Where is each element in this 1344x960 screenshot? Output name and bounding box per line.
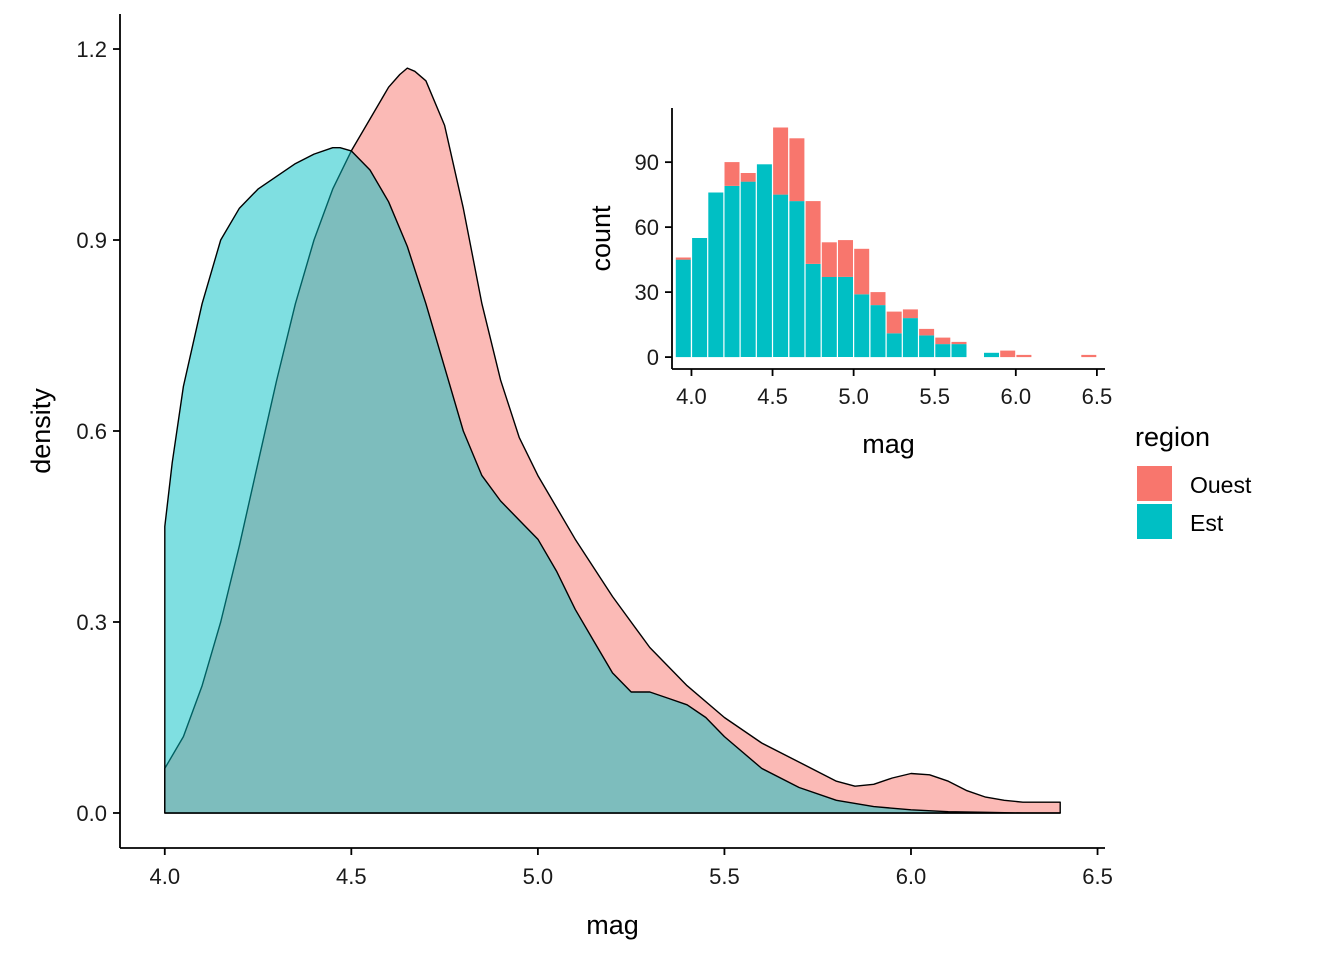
histogram-bar-est [708,192,724,358]
density-x-tick-label: 6.5 [1082,864,1113,889]
legend-swatch-ouest [1137,466,1172,501]
histogram-bar-est [773,194,789,357]
histogram-x-axis-title: mag [862,429,915,459]
density-x-tick-label: 6.0 [896,864,927,889]
density-x-axis-title: mag [586,910,639,940]
legend-label-est: Est [1190,510,1224,536]
histogram-x-tick-label: 4.0 [676,384,707,409]
histogram-y-tick-label: 0 [647,345,659,370]
histogram-y-tick-label: 30 [635,280,659,305]
histogram-bar-est [886,333,902,358]
legend-title: region [1135,422,1210,452]
histogram-bar-ouest [740,173,756,182]
legend-label-ouest: Ouest [1190,472,1252,498]
density-plot: 4.0 4.5 5.0 5.5 6.0 6.5 0.0 0.3 0.6 0.9 1.2 mag d… [26,14,1113,940]
histogram-bar-ouest [789,138,805,202]
histogram-bar-ouest [675,257,691,260]
density-y-tick-label: 0.3 [76,610,107,635]
density-y-tick-label: 0.0 [76,801,107,826]
histogram-bar-est [902,318,918,358]
legend-items: Ouest Est [1137,466,1252,539]
histogram-bar-est [789,201,805,358]
density-x-ticks: 4.0 4.5 5.0 5.5 6.0 6.5 [149,848,1113,889]
histogram-bar-ouest [902,309,918,319]
histogram-y-ticks: 0 30 60 90 [635,150,672,370]
histogram-bar-est [805,264,821,358]
histogram-bar-est [692,238,708,358]
histogram-x-ticks: 4.0 4.5 5.0 5.5 6.0 6.5 [676,369,1112,409]
density-y-tick-label: 1.2 [76,37,107,62]
histogram-y-tick-label: 90 [635,150,659,175]
histogram-bars [675,127,1097,358]
histogram-bar-ouest [854,248,870,295]
histogram-bar-ouest [870,292,886,306]
histogram-bar-ouest [724,162,740,186]
density-y-axis-title: density [26,388,56,474]
histogram-bar-ouest [919,328,935,336]
histogram-bar-ouest [821,242,837,277]
histogram-bar-est [935,344,951,358]
histogram-bar-est [724,186,740,358]
histogram-bar-est [951,344,967,358]
histogram-bar-ouest [1081,354,1097,358]
histogram-bar-ouest [1000,350,1016,358]
histogram-bar-est [984,352,999,358]
histogram-bar-est [919,335,935,358]
density-x-tick-label: 5.5 [709,864,740,889]
density-y-ticks: 0.0 0.3 0.6 0.9 1.2 [76,37,120,826]
density-areas [164,67,1061,814]
density-area-est [164,147,1061,814]
histogram-inset: 4.0 4.5 5.0 5.5 6.0 6.5 0 30 60 90 mag count [586,108,1112,459]
legend-swatch-est [1137,504,1172,539]
histogram-x-tick-label: 6.0 [1001,384,1032,409]
histogram-bar-est [675,259,691,358]
histogram-bar-ouest [935,337,951,345]
histogram-bar-est [821,276,837,357]
density-y-tick-label: 0.6 [76,419,107,444]
histogram-bar-est [756,164,772,358]
histogram-bar-ouest [886,311,902,334]
histogram-y-tick-label: 60 [635,215,659,240]
histogram-bar-est [870,305,886,358]
histogram-bar-ouest [805,201,821,264]
density-y-tick-label: 0.9 [76,228,107,253]
histogram-bar-ouest [1016,354,1032,358]
density-x-tick-label: 5.0 [523,864,554,889]
histogram-x-tick-label: 4.5 [757,384,788,409]
histogram-bar-est [854,294,870,358]
histogram-bar-ouest [773,127,789,195]
histogram-y-axis-title: count [586,205,616,272]
histogram-x-tick-label: 6.5 [1082,384,1113,409]
legend: region Ouest Est [1135,422,1252,539]
histogram-bar-est [740,181,756,357]
histogram-bar-ouest [838,240,853,277]
histogram-x-tick-label: 5.0 [838,384,869,409]
density-x-tick-label: 4.0 [149,864,180,889]
density-x-tick-label: 4.5 [336,864,367,889]
histogram-bar-est [838,276,853,357]
histogram-bar-ouest [951,341,967,345]
histogram-x-tick-label: 5.5 [919,384,950,409]
